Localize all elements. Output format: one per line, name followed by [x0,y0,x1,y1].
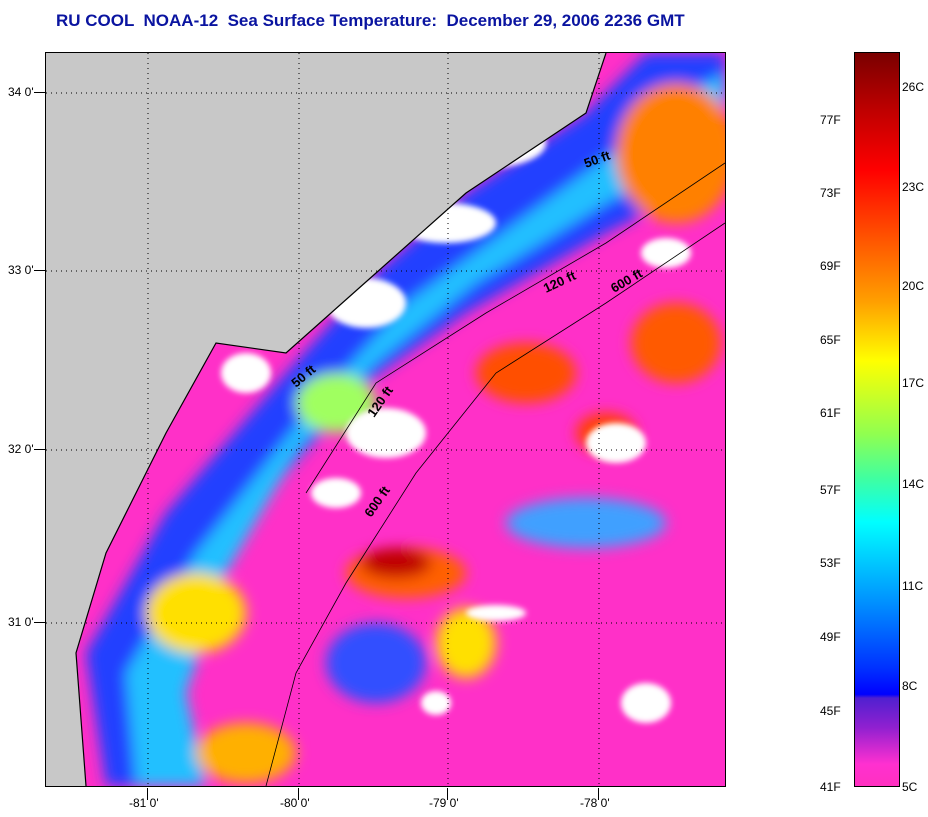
lon-label: -79 0' [429,796,459,810]
sst-field [86,53,725,786]
lat-label: 31 0' [8,615,34,629]
colorbar-f-label: 57F [820,483,841,497]
axis-tick [34,449,45,450]
colorbar-c-label: 23C [902,180,925,194]
axis-tick [34,92,45,93]
colorbar-f-label: 41F [820,780,841,794]
colorbar-c-label: 17C [902,376,925,390]
colorbar-f-label: 69F [820,259,841,273]
coastline [75,53,607,786]
colorbar-f-label: 65F [820,333,841,347]
axis-tick [447,788,448,800]
colorbar-f-label: 53F [820,556,841,570]
lon-label: -80 0' [280,796,310,810]
axis-tick [298,788,299,800]
figure-title: RU COOL NOAA-12 Sea Surface Temperature:… [56,11,685,30]
isobath-600ft [265,222,725,786]
colorbar-c-label: 20C [902,279,925,293]
lon-label: -81 0' [129,796,159,810]
colorbar-f-label: 73F [820,186,841,200]
lat-label: 32 0' [8,442,34,456]
colorbar-f-label: 45F [820,704,841,718]
axis-tick [147,788,148,800]
colorbar-c-label: 14C [902,477,925,491]
colorbar-c-label: 5C [902,780,918,794]
colorbar-c-label: 11C [902,579,924,593]
sst-map: 50 ft 120 ft 600 ft 50 ft 120 ft 600 ft [45,52,726,787]
colorbar-f-label: 77F [820,113,841,127]
axis-tick [34,622,45,623]
colorbar-f-label: 49F [820,630,841,644]
lon-label: -78 0' [580,796,610,810]
land-mass [46,53,606,786]
colorbar-c-label: 26C [902,80,925,94]
lat-label: 33 0' [8,263,34,277]
lat-label: 34 0' [8,85,34,99]
sst-map-canvas: 50 ft 120 ft 600 ft 50 ft 120 ft 600 ft [46,53,725,786]
isobath-120ft [305,162,725,494]
colorbar-c-label: 8C [902,679,918,693]
temperature-colorbar [854,52,900,787]
axis-tick [598,788,599,800]
axis-tick [34,270,45,271]
colorbar-f-label: 61F [820,406,841,420]
graticule [46,53,725,786]
